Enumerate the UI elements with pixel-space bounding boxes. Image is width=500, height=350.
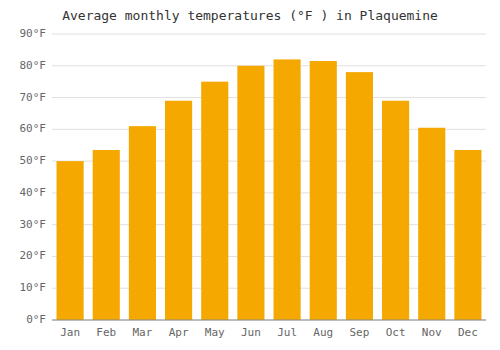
bar <box>237 66 264 320</box>
x-tick-label: Mar <box>132 326 152 339</box>
grid-line <box>52 320 486 321</box>
y-tick-label: 40°F <box>20 186 47 199</box>
x-tick-label: Apr <box>169 326 189 339</box>
y-tick-label: 0°F <box>26 313 46 326</box>
x-tick-label: Jun <box>241 326 261 339</box>
bar <box>346 72 373 320</box>
bar <box>201 82 228 320</box>
x-tick-label: Feb <box>96 326 116 339</box>
bar <box>382 101 409 320</box>
chart-container: 0°F 10°F 20°F 30°F 40°F 50°F 60°F 70°F 80°F 90°F J… <box>0 0 500 350</box>
grid-line <box>52 65 486 66</box>
y-tick-label: 90°F <box>20 27 47 40</box>
y-tick-label: 20°F <box>20 249 47 262</box>
bar <box>274 59 301 320</box>
y-tick-label: 60°F <box>20 122 47 135</box>
x-ticks: Jan Feb Mar Apr May Jun Jul Aug Sep Oct Nov Dec <box>60 326 478 339</box>
y-tick-label: 50°F <box>20 154 47 167</box>
bars <box>57 59 482 320</box>
x-tick-label: Jan <box>60 326 80 339</box>
y-tick-label: 70°F <box>20 91 47 104</box>
y-tick-label: 10°F <box>20 281 47 294</box>
x-tick-label: Dec <box>458 326 478 339</box>
bar <box>418 128 445 320</box>
x-tick-label: Jul <box>277 326 297 339</box>
grid <box>52 34 486 320</box>
chart: 0°F 10°F 20°F 30°F 40°F 50°F 60°F 70°F 80°F 90°F J… <box>0 0 500 350</box>
x-tick-label: May <box>205 326 225 339</box>
bar <box>129 126 156 320</box>
title: Average monthly temperatures (°F ) in Pl… <box>62 8 438 23</box>
y-ticks: 0°F 10°F 20°F 30°F 40°F 50°F 60°F 70°F 80°F 90°F <box>20 27 47 326</box>
y-tick-label: 30°F <box>20 218 47 231</box>
x-tick-label: Nov <box>422 326 442 339</box>
grid-line <box>52 34 486 35</box>
x-tick-label: Oct <box>386 326 406 339</box>
bar <box>310 61 337 320</box>
bar <box>454 150 481 320</box>
bar <box>165 101 192 320</box>
y-tick-label: 80°F <box>20 59 47 72</box>
x-tick-label: Sep <box>349 326 369 339</box>
bar <box>93 150 120 320</box>
x-tick-label: Aug <box>313 326 333 339</box>
grid-line <box>52 97 486 98</box>
bar <box>57 161 84 320</box>
x-axis-line <box>52 320 486 321</box>
